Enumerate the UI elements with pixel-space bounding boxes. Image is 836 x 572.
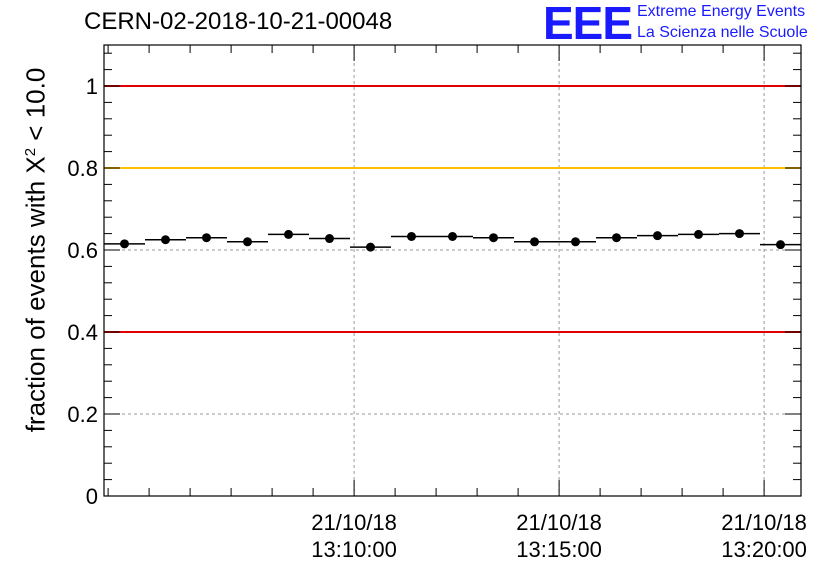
chart-title: CERN-02-2018-10-21-00048 bbox=[84, 8, 393, 35]
y-tick-label: 0.4 bbox=[67, 320, 98, 345]
x-tick-label-date: 21/10/18 bbox=[311, 510, 397, 535]
data-point bbox=[161, 235, 170, 245]
logo-text-line-2: La Scienza nelle Scuole bbox=[637, 24, 808, 41]
y-axis-label-suffix: < 10.0 bbox=[20, 67, 51, 148]
data-point bbox=[325, 234, 334, 244]
y-tick-label: 0.6 bbox=[67, 238, 98, 263]
y-tick-label: 0 bbox=[86, 484, 98, 509]
y-axis-label-superscript: 2 bbox=[21, 147, 39, 157]
data-point bbox=[489, 233, 498, 243]
data-point bbox=[448, 231, 457, 241]
y-tick-label: 0.2 bbox=[67, 402, 98, 427]
plot-frame bbox=[103, 44, 802, 497]
data-point bbox=[530, 237, 539, 247]
data-point bbox=[284, 229, 293, 239]
x-tick-label-time: 13:20:00 bbox=[721, 537, 807, 562]
data-point bbox=[120, 239, 129, 249]
y-axis-label-prefix: fraction of events with bbox=[20, 173, 51, 433]
data-point bbox=[202, 233, 211, 243]
data-point bbox=[407, 231, 416, 241]
x-tick-label-date: 21/10/18 bbox=[516, 510, 602, 535]
x-tick-label-time: 13:15:00 bbox=[516, 537, 602, 562]
data-point bbox=[735, 229, 744, 239]
data-point bbox=[366, 242, 375, 252]
y-axis-label-symbol: X bbox=[20, 156, 51, 174]
x-tick-label-date: 21/10/18 bbox=[721, 510, 807, 535]
data-point bbox=[612, 233, 621, 243]
x-tick-label-time: 13:10:00 bbox=[311, 537, 397, 562]
data-point bbox=[694, 229, 703, 239]
logo-text-line-1: Extreme Energy Events bbox=[637, 3, 806, 20]
y-axis-label: fraction of events with X2 < 10.0 bbox=[21, 68, 52, 433]
y-tick-label: 0.8 bbox=[67, 156, 98, 181]
data-point bbox=[571, 237, 580, 247]
data-point bbox=[243, 237, 252, 247]
y-tick-label: 1 bbox=[86, 74, 98, 99]
eee-logo: EEE bbox=[543, 0, 633, 49]
data-point bbox=[653, 231, 662, 241]
data-point bbox=[776, 240, 785, 250]
